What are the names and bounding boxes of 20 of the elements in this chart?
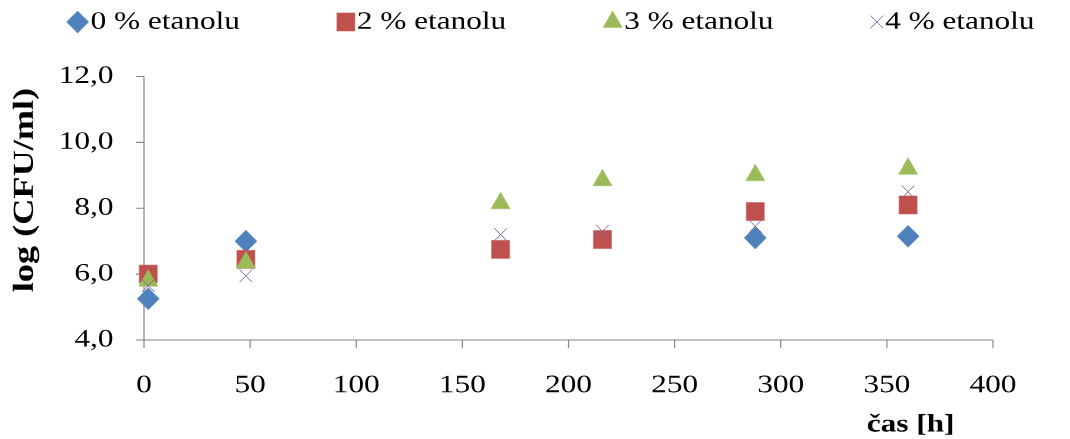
y-axis-title: log (CFU/ml) — [12, 89, 40, 292]
x-tick-label: 150 — [441, 375, 485, 393]
x-axis-title: čas [h] — [867, 413, 953, 435]
y-tick-label: 4,0 — [75, 329, 113, 351]
y-tick-label: 8,0 — [75, 198, 113, 219]
x-tick-label: 0 — [137, 375, 151, 393]
y-tick-label: 6,0 — [75, 263, 113, 285]
x-tick-label: 300 — [758, 375, 803, 393]
y-tick-label: 10,0 — [61, 132, 113, 153]
legend-label: 2 % etanolu — [358, 11, 506, 30]
legend-label: 4 % etanolu — [885, 11, 1034, 30]
x-tick-label: 350 — [864, 375, 910, 393]
x-tick-label: 400 — [970, 375, 1016, 393]
legend-label: 3 % etanolu — [625, 11, 773, 30]
x-tick-label: 250 — [652, 375, 697, 393]
x-tick-label: 100 — [335, 375, 379, 393]
x-tick-label: 200 — [546, 375, 591, 393]
y-tick-label: 12,0 — [61, 66, 113, 87]
legend-label: 0 % etanolu — [91, 11, 240, 30]
x-tick-label: 50 — [236, 375, 265, 393]
